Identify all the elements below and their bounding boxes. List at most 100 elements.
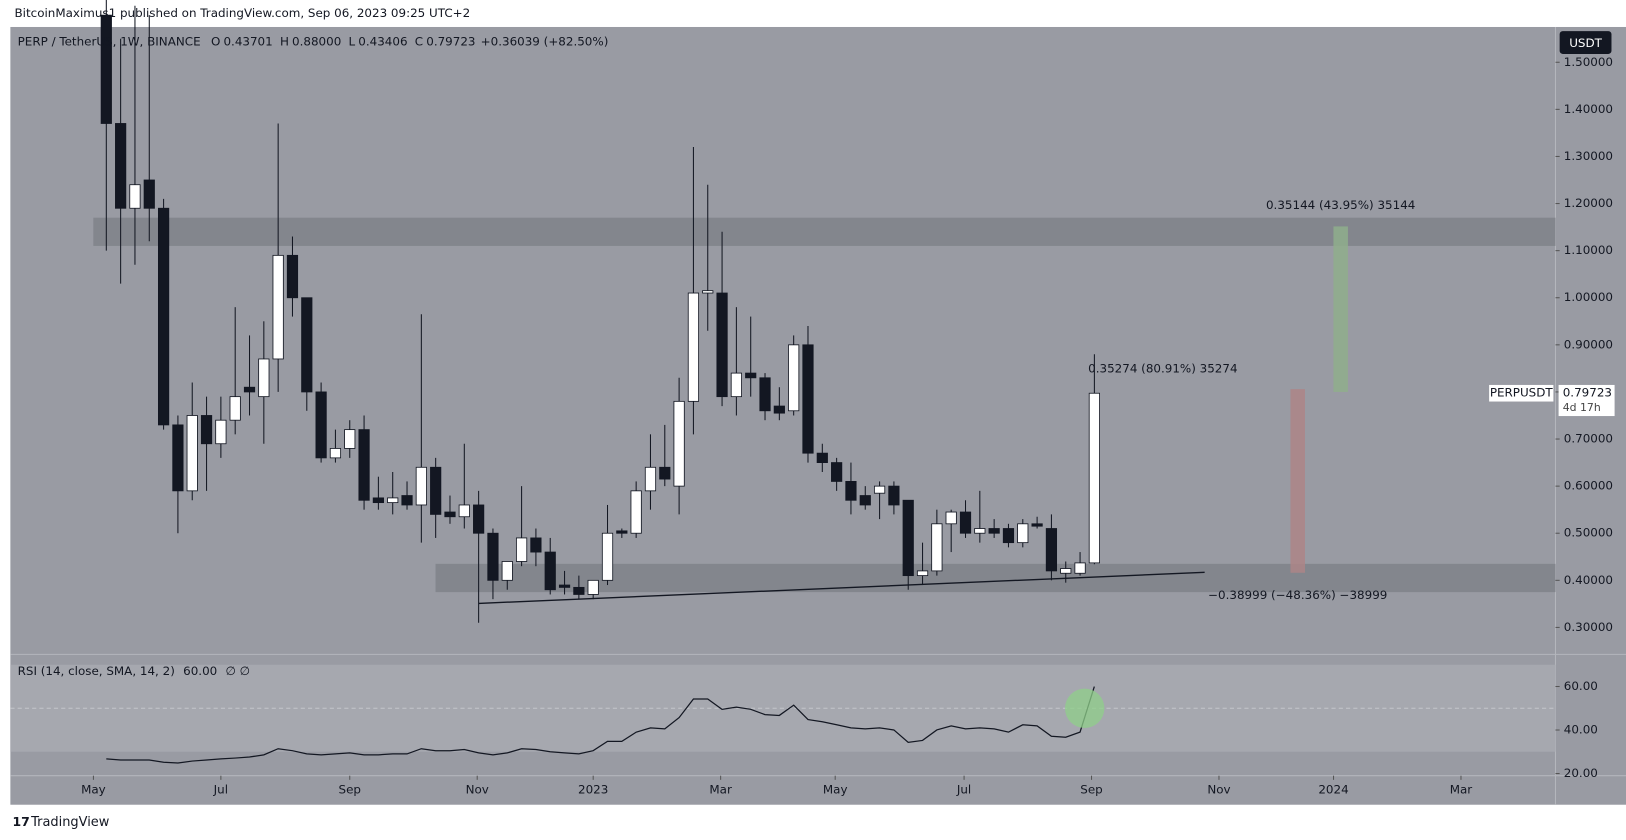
x-tick-label: May — [823, 783, 848, 797]
y-tick-label: 0.50000 — [1564, 526, 1613, 540]
candle-body — [945, 511, 957, 525]
ohlc-key: L — [349, 34, 356, 48]
x-tick-label: Sep — [1080, 783, 1102, 797]
candle-body — [115, 123, 127, 209]
y-tick-label: 0.60000 — [1564, 479, 1613, 493]
change-label: +0.36039 (+82.50%) — [481, 34, 609, 48]
annotation: 0.35274 (80.91%) 35274 — [1088, 361, 1237, 375]
candle-body — [1060, 568, 1072, 574]
candle-body — [143, 179, 155, 209]
candle-body — [802, 344, 814, 454]
candle-body — [916, 570, 929, 577]
candle-body — [1031, 523, 1043, 527]
y-tick-label: 1.10000 — [1564, 243, 1613, 257]
candle-body — [372, 497, 384, 504]
y-tick-label: 1.30000 — [1564, 149, 1613, 163]
candle-body — [974, 528, 986, 534]
y-tick-label: 1.40000 — [1564, 102, 1613, 116]
zone — [435, 563, 1556, 593]
candle-body — [458, 504, 470, 518]
y-tick-label: 0.30000 — [1564, 620, 1613, 634]
currency-button[interactable] — [1559, 31, 1612, 54]
x-tick-label: Jul — [213, 783, 228, 797]
rsi-header: RSI (14, close, SMA, 14, 2) 60.00 ∅ ∅ — [18, 663, 250, 677]
x-tick-label: Nov — [466, 783, 489, 797]
y-tick-label: 60.00 — [1564, 679, 1598, 693]
symbol-header: PERP / TetherUS, 1W, BINANCE O 0.43701 H 0.8… — [18, 34, 609, 48]
candle-body — [1074, 562, 1086, 574]
candle-body — [157, 207, 170, 426]
y-tick-label: 1.20000 — [1564, 196, 1613, 210]
y-tick-label: 0.70000 — [1564, 432, 1613, 446]
y-tick-label: 0.90000 — [1564, 337, 1613, 351]
x-tick-label: Sep — [339, 783, 361, 797]
price-tag-symbol: PERPUSDT — [1490, 386, 1554, 400]
background-layer — [10, 26, 1626, 805]
candle-body — [702, 290, 714, 294]
y-tick-label: 0.40000 — [1564, 573, 1613, 587]
candle-body — [687, 292, 700, 402]
candle-body — [759, 377, 771, 412]
x-tick-label: Mar — [709, 783, 732, 797]
candle-body — [931, 523, 943, 572]
candle-body — [673, 400, 685, 487]
candle-body — [329, 448, 342, 459]
candle-body — [601, 532, 614, 581]
candle-body — [716, 292, 728, 398]
rsi-line — [106, 686, 1095, 764]
candle-body — [1002, 528, 1015, 544]
currency-label[interactable]: USDT — [1569, 36, 1602, 50]
price-tag-price: 0.79723 — [1563, 386, 1612, 400]
candle-body — [301, 297, 313, 393]
projection-label: −0.38999 (−48.36%) −38999 — [1208, 588, 1387, 602]
candle-body — [243, 386, 256, 393]
candle-body — [988, 528, 1000, 534]
candle-body — [215, 419, 227, 445]
ohlc-key: C — [415, 34, 423, 48]
candle-body — [258, 358, 270, 398]
candle-body — [816, 452, 828, 463]
candle-body — [788, 344, 800, 412]
candle-body — [344, 429, 356, 449]
candle-body — [501, 561, 513, 581]
candle-body — [902, 499, 914, 577]
candle-body — [530, 537, 542, 553]
candle-body — [730, 372, 742, 398]
projection-label: 0.35144 (43.95%) 35144 — [1266, 198, 1415, 212]
y-tick-label: 1.00000 — [1564, 290, 1613, 304]
candle-body — [387, 497, 399, 504]
candle-body — [229, 396, 241, 421]
candle-body — [873, 485, 886, 494]
y-tick-label: 20.00 — [1564, 766, 1598, 780]
y-tick-label: 40.00 — [1564, 723, 1598, 737]
publisher-header: BitcoinMaximus1 published on TradingView… — [15, 6, 471, 20]
candle-body — [644, 466, 657, 492]
ohlc-key: H — [280, 34, 289, 48]
candle-body — [315, 391, 327, 459]
candle-body — [859, 495, 871, 506]
x-tick-label: Mar — [1450, 783, 1473, 797]
symbol: PERP / TetherUS, 1W, BINANCE — [18, 34, 201, 48]
trendline — [478, 571, 1205, 605]
candle-body — [573, 586, 585, 595]
candle-body — [515, 537, 528, 562]
x-tick-label: May — [81, 783, 106, 797]
candle-body — [959, 511, 972, 534]
y-tick-label: 1.50000 — [1564, 55, 1613, 69]
candle-body — [616, 530, 628, 534]
rsi-value: 60.00 — [183, 663, 217, 677]
label-layer: 0.300000.400000.500000.600000.700000.800… — [18, 31, 1615, 797]
candle-body — [630, 490, 642, 534]
x-tick-label: Nov — [1207, 783, 1230, 797]
candle-body — [100, 14, 112, 124]
candle-body — [430, 466, 442, 515]
plot-layer — [100, 0, 1348, 764]
candle-body — [544, 551, 556, 591]
candle-body — [888, 485, 900, 506]
candle-body — [444, 511, 456, 518]
candle-body — [1088, 392, 1100, 564]
candle-body — [558, 584, 571, 588]
price-tag-countdown: 4d 17h — [1563, 401, 1601, 414]
x-tick-label: Jul — [956, 783, 971, 797]
